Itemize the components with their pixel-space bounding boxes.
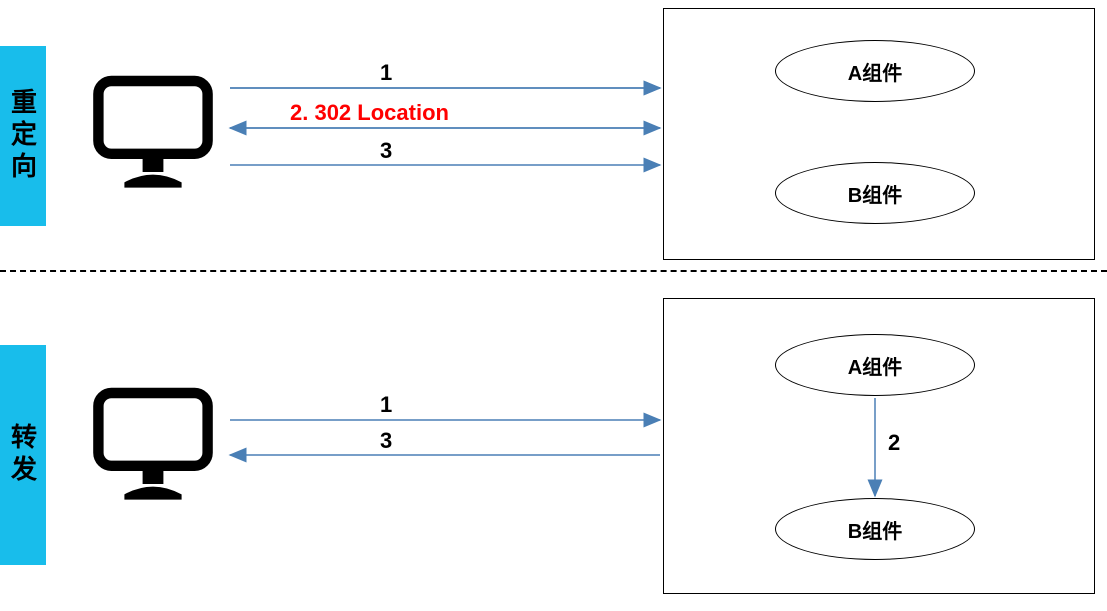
arrow-internal-2-label: 2 bbox=[888, 430, 900, 456]
arrow-internal-2 bbox=[0, 0, 1107, 611]
